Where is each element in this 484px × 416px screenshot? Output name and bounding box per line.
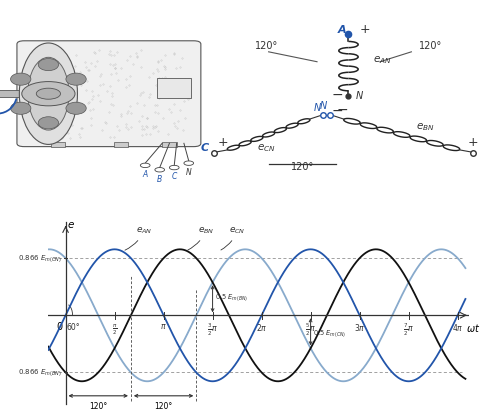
Text: N: N — [314, 103, 320, 113]
Text: 120°: 120° — [419, 40, 442, 50]
Ellipse shape — [66, 73, 86, 85]
Text: 120°: 120° — [154, 402, 173, 411]
Circle shape — [140, 163, 150, 168]
Text: $e_{CN}$: $e_{CN}$ — [257, 142, 275, 154]
Text: 120°: 120° — [291, 162, 314, 172]
Text: $0.5\ E_{m(CN)}$: $0.5\ E_{m(CN)}$ — [313, 328, 347, 339]
Text: 120°: 120° — [89, 402, 107, 411]
Text: $e_{AN}$: $e_{AN}$ — [373, 54, 391, 66]
Text: $0.5\ E_{m(BN)}$: $0.5\ E_{m(BN)}$ — [215, 292, 248, 302]
Text: $\pi$: $\pi$ — [160, 322, 167, 331]
Text: C: C — [201, 143, 209, 153]
Circle shape — [155, 168, 165, 172]
Text: B: B — [157, 175, 162, 183]
Text: +: + — [359, 22, 370, 36]
Circle shape — [169, 165, 179, 170]
Text: $0.866\ E_{m(CN)}$: $0.866\ E_{m(CN)}$ — [18, 253, 62, 264]
Text: N: N — [186, 168, 192, 177]
Text: −: − — [332, 87, 343, 102]
Text: N: N — [320, 101, 327, 111]
Ellipse shape — [11, 102, 31, 114]
Text: 60°: 60° — [67, 323, 80, 332]
Text: $4\pi$: $4\pi$ — [452, 322, 463, 333]
Text: $e_{CN}$: $e_{CN}$ — [221, 225, 246, 250]
Text: $3\pi$: $3\pi$ — [354, 322, 365, 333]
Text: $\frac{3}{2}\pi$: $\frac{3}{2}\pi$ — [207, 322, 218, 338]
Text: $e$: $e$ — [67, 220, 76, 230]
Text: −: − — [336, 103, 348, 117]
Text: $\omega t$: $\omega t$ — [467, 322, 481, 334]
Text: $e_{BN}$: $e_{BN}$ — [416, 121, 435, 133]
Text: A: A — [143, 170, 148, 179]
Ellipse shape — [19, 43, 77, 144]
Text: $e_{BN}$: $e_{BN}$ — [188, 225, 214, 250]
Bar — [162, 142, 177, 146]
Text: $e_{AN}$: $e_{AN}$ — [125, 225, 152, 250]
Bar — [51, 142, 65, 146]
Text: −: − — [332, 104, 343, 118]
Text: A: A — [338, 25, 347, 35]
FancyBboxPatch shape — [17, 41, 201, 146]
Circle shape — [184, 161, 194, 165]
Text: 120°: 120° — [255, 40, 278, 50]
Text: $\frac{5}{2}\pi$: $\frac{5}{2}\pi$ — [305, 322, 316, 338]
Text: C: C — [171, 172, 177, 181]
Circle shape — [22, 82, 75, 106]
Ellipse shape — [11, 73, 31, 85]
FancyBboxPatch shape — [157, 78, 191, 98]
Text: $\frac{7}{2}\pi$: $\frac{7}{2}\pi$ — [403, 322, 414, 338]
Ellipse shape — [28, 57, 69, 130]
Circle shape — [36, 88, 60, 99]
Text: N: N — [356, 91, 363, 101]
Text: $\frac{\pi}{2}$: $\frac{\pi}{2}$ — [112, 322, 117, 337]
Bar — [0, 90, 27, 97]
Ellipse shape — [66, 102, 86, 114]
Text: +: + — [218, 136, 228, 149]
Text: $0.866\ E_{m(BN)}$: $0.866\ E_{m(BN)}$ — [18, 367, 62, 378]
Text: 0: 0 — [56, 322, 62, 332]
Ellipse shape — [38, 117, 59, 129]
Text: $2\pi$: $2\pi$ — [256, 322, 267, 333]
Ellipse shape — [38, 59, 59, 71]
Text: +: + — [468, 136, 479, 149]
Bar — [114, 142, 128, 146]
